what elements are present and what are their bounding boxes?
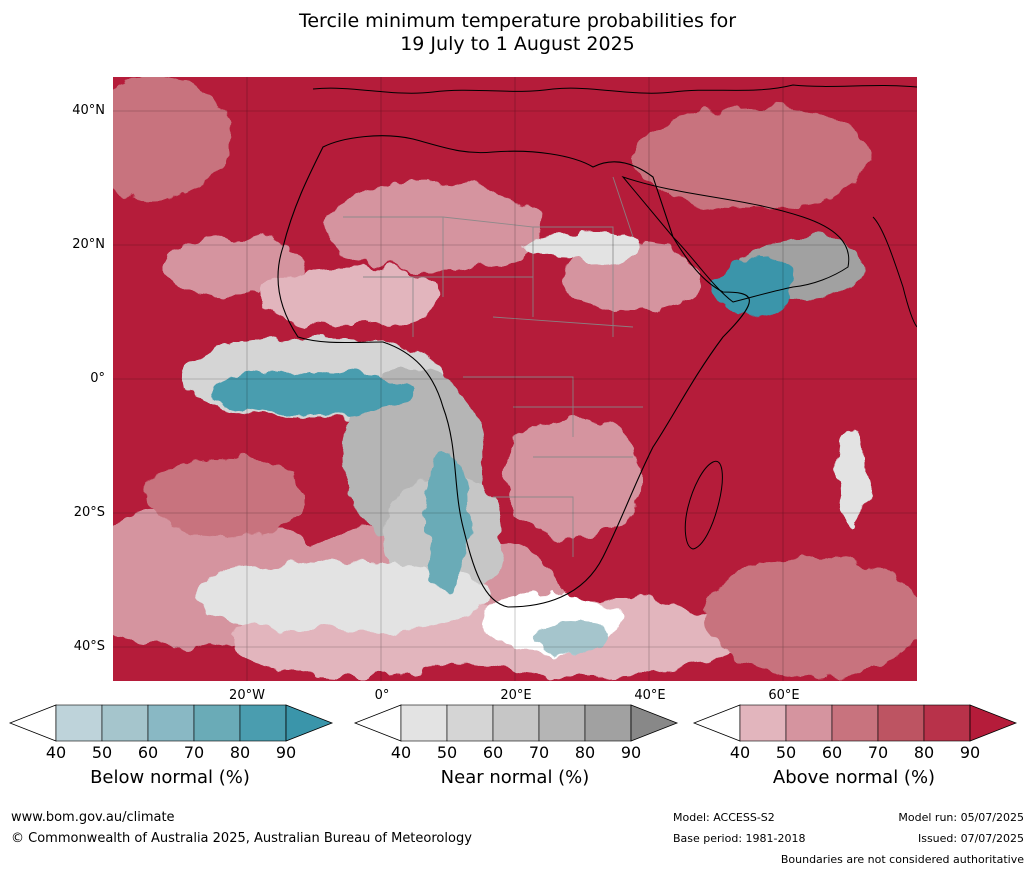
footer-model-run: Model run: 05/07/2025 <box>898 811 1024 824</box>
lon-label-20w: 20°W <box>229 688 265 703</box>
colorbar-above <box>692 704 1018 742</box>
colorbar-above-segment-70 <box>877 704 925 742</box>
colorbar-near-tick-90: 90 <box>620 743 642 762</box>
lon-label-40e: 40°E <box>634 688 666 703</box>
colorbar-near-tick-50: 50 <box>436 743 458 762</box>
colorbar-near-tick-60: 60 <box>482 743 504 762</box>
colorbar-below-high-extend <box>285 704 334 742</box>
graticule <box>113 77 917 681</box>
legend-below-normal-title: Below normal (%) <box>90 767 250 788</box>
colorbar-above-high-extend <box>969 704 1018 742</box>
colorbar-near-segment-80 <box>584 704 632 742</box>
footer-issued: Issued: 07/07/2025 <box>917 832 1024 845</box>
colorbar-above-segment-40 <box>739 704 787 742</box>
colorbar-near-segment-40 <box>400 704 448 742</box>
colorbar-below-tick-40: 40 <box>45 743 67 762</box>
probability-map <box>113 77 917 681</box>
colorbar-above-tick-80: 80 <box>913 743 935 762</box>
colorbar-below-segment-80 <box>239 704 287 742</box>
legend-near-normal-title: Near normal (%) <box>440 767 590 788</box>
colorbar-below-segment-70 <box>193 704 241 742</box>
colorbar-below-segment-60 <box>147 704 195 742</box>
colorbar-below-low-extend <box>8 704 57 742</box>
footer-disclaimer: Boundaries are not considered authoritat… <box>780 853 1024 866</box>
europe-coastline <box>312 84 917 94</box>
colorbar-near-segment-60 <box>492 704 540 742</box>
footer-copyright: © Commonwealth of Australia 2025, Austra… <box>11 831 472 846</box>
lon-label-20e: 20°E <box>500 688 532 703</box>
madagascar-coastline <box>684 460 723 550</box>
colorbar-near-segment-70 <box>538 704 586 742</box>
africa-coastline <box>277 135 750 608</box>
colorbar-below-segment-50 <box>101 704 149 742</box>
colorbar-above-tick-40: 40 <box>729 743 751 762</box>
legend-below-normal <box>8 704 334 742</box>
legend-near-normal <box>353 704 679 742</box>
colorbar-below-tick-70: 70 <box>183 743 205 762</box>
footer-website: www.bom.gov.au/climate <box>11 810 175 825</box>
legend-above-normal-title: Above normal (%) <box>772 767 936 788</box>
map-title-line-2: 19 July to 1 August 2025 <box>400 33 635 55</box>
lat-label-40s: 40°S <box>73 639 105 654</box>
colorbar-below-tick-60: 60 <box>137 743 159 762</box>
probability-map-svg <box>113 77 917 681</box>
colorbar-above-low-extend <box>692 704 741 742</box>
map-title-line-1: Tercile minimum temperature probabilitie… <box>298 10 737 32</box>
legend-above-normal <box>692 704 1018 742</box>
colorbar-above-tick-60: 60 <box>821 743 843 762</box>
lat-label-equator: 0° <box>90 371 105 386</box>
colorbar-below-tick-90: 90 <box>275 743 297 762</box>
map-title: Tercile minimum temperature probabilitie… <box>0 10 1035 56</box>
lat-label-20n: 20°N <box>72 237 105 252</box>
colorbar-below-segment-40 <box>55 704 103 742</box>
colorbar-below <box>8 704 334 742</box>
colorbar-above-segment-50 <box>785 704 833 742</box>
colorbar-above-segment-80 <box>923 704 971 742</box>
colorbar-near <box>353 704 679 742</box>
probability-field <box>113 77 917 677</box>
footer-base-period: Base period: 1981-2018 <box>673 832 806 845</box>
lat-label-20s: 20°S <box>73 505 105 520</box>
india-coastline <box>872 216 917 328</box>
colorbar-above-tick-70: 70 <box>867 743 889 762</box>
colorbar-near-tick-80: 80 <box>574 743 596 762</box>
colorbar-near-segment-50 <box>446 704 494 742</box>
colorbar-below-tick-50: 50 <box>91 743 113 762</box>
colorbar-above-tick-50: 50 <box>775 743 797 762</box>
arabia-coastline <box>621 175 850 303</box>
colorbar-near-low-extend <box>353 704 402 742</box>
colorbar-above-segment-60 <box>831 704 879 742</box>
footer-model: Model: ACCESS-S2 <box>673 811 775 824</box>
lat-label-40n: 40°N <box>72 103 105 118</box>
colorbar-near-tick-70: 70 <box>528 743 550 762</box>
colorbar-below-tick-80: 80 <box>229 743 251 762</box>
colorbar-above-tick-90: 90 <box>959 743 981 762</box>
country-boundaries <box>343 176 643 557</box>
colorbar-near-tick-40: 40 <box>390 743 412 762</box>
colorbar-near-high-extend <box>630 704 679 742</box>
lon-label-60e: 60°E <box>768 688 800 703</box>
lon-label-0: 0° <box>374 688 390 703</box>
